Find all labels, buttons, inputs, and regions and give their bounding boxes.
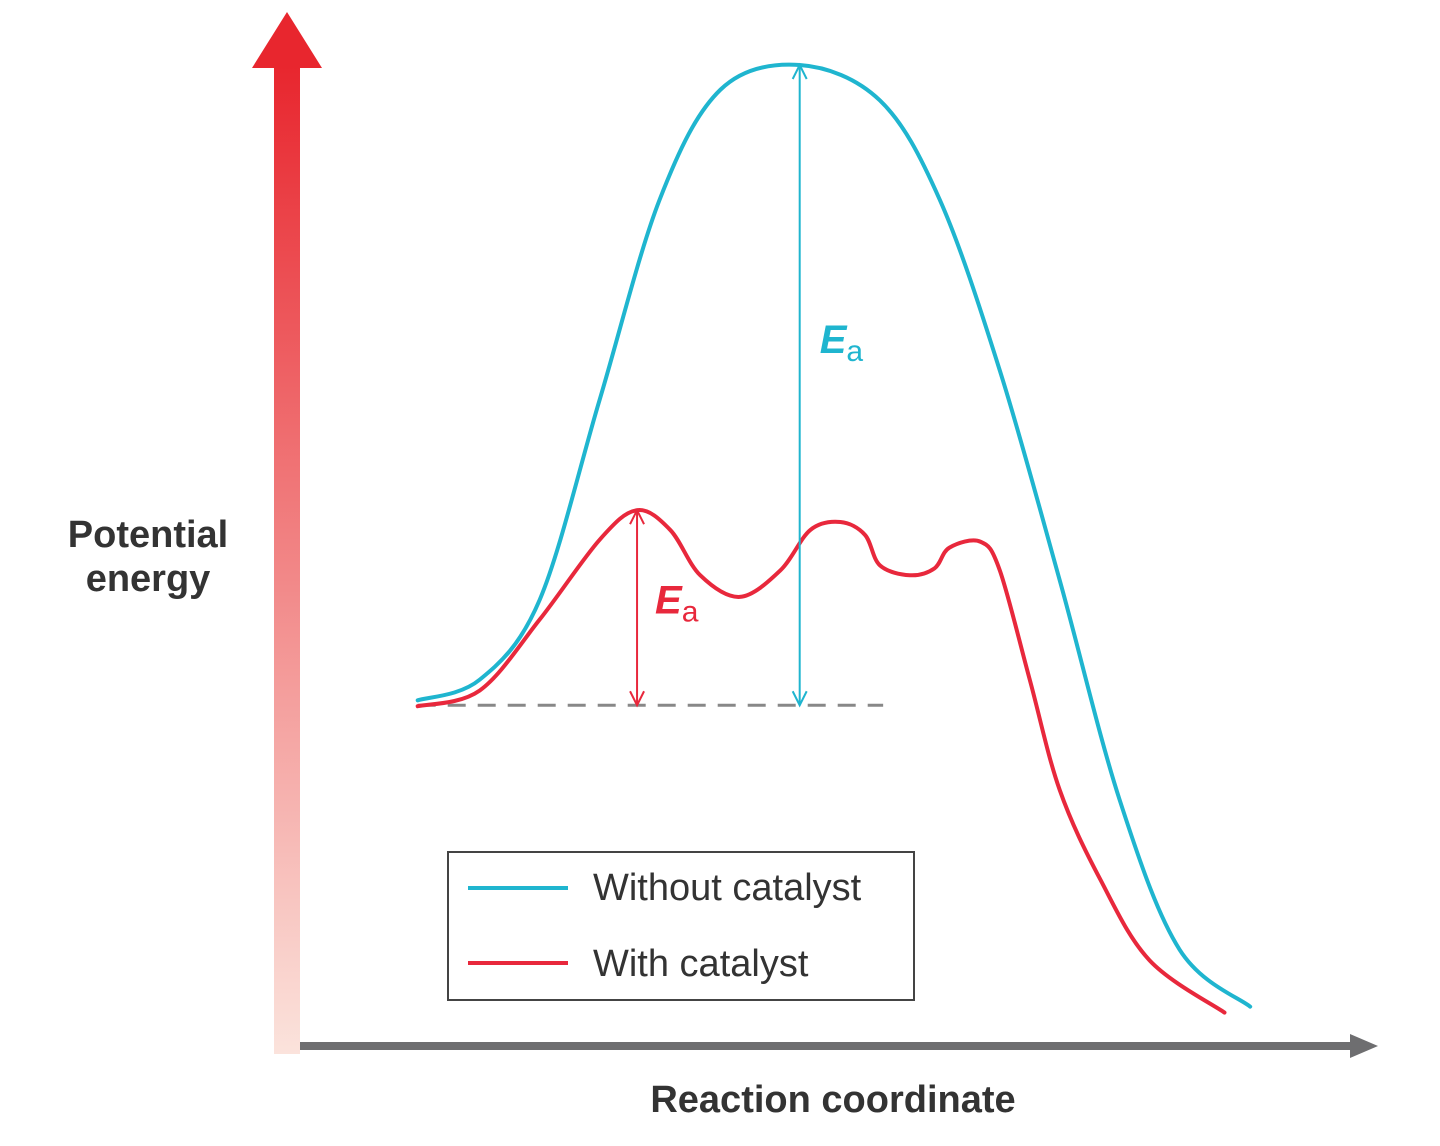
y-axis-arrow xyxy=(252,12,322,1054)
ea-label-without-catalyst: Ea xyxy=(820,318,864,368)
x-axis-label: Reaction coordinate xyxy=(650,1079,1015,1121)
series-line-without-catalyst xyxy=(415,62,1253,1009)
legend-label-without-catalyst: Without catalyst xyxy=(593,867,862,909)
x-axis-arrow xyxy=(300,1034,1378,1058)
y-axis-label-line2: energy xyxy=(86,558,211,600)
ea-arrow-with-catalyst xyxy=(629,507,645,708)
ea-label-with-catalyst: Ea xyxy=(655,579,699,629)
series-line-with-catalyst xyxy=(415,508,1227,1015)
legend: Without catalyst With catalyst xyxy=(447,851,915,1001)
legend-label-with-catalyst: With catalyst xyxy=(593,943,809,985)
ea-arrow-without-catalyst xyxy=(791,62,808,708)
y-axis-label: Potential xyxy=(68,514,228,556)
